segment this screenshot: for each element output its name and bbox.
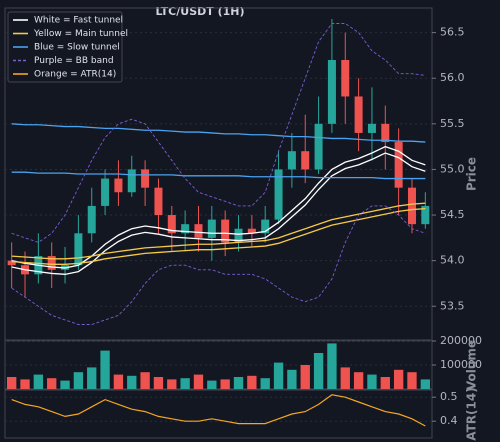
candle-body — [421, 205, 430, 225]
y-tick-label: 55.5 — [440, 117, 465, 130]
candle-body — [247, 228, 256, 234]
candle-body — [127, 169, 136, 193]
volume-bar — [193, 374, 204, 389]
candle-body — [101, 178, 110, 206]
candle-body — [141, 169, 150, 188]
y-axis-label: Price — [465, 157, 479, 191]
volume-bar — [220, 379, 230, 389]
volume-bar — [260, 378, 270, 389]
volume-bar — [127, 375, 137, 389]
volume-bar — [393, 369, 404, 389]
y-tick-label: 0.4 — [440, 414, 458, 427]
panel-frame — [4, 389, 433, 439]
candle-body — [381, 123, 390, 143]
candle-body — [301, 151, 310, 170]
indicator-line — [11, 23, 426, 243]
legend-label: White = Fast tunnel — [34, 16, 123, 26]
candle-body — [74, 233, 83, 266]
indicator-line — [11, 171, 426, 180]
candle-body — [407, 187, 416, 225]
candle-body — [114, 178, 123, 193]
candle-body — [394, 142, 403, 188]
y-tick-label: 56.0 — [440, 71, 465, 84]
candle-body — [47, 256, 56, 270]
y-axis-label: ATR(14) — [465, 387, 479, 440]
volume-bar — [407, 372, 417, 389]
indicator-line — [11, 152, 426, 275]
volume-bar — [273, 362, 284, 389]
volume-bar — [47, 378, 57, 389]
indicator-line — [11, 202, 426, 260]
volume-bar — [60, 380, 70, 389]
legend: White = Fast tunnel Yellow = Main tunnel B… — [7, 11, 128, 83]
volume-bar — [167, 379, 177, 389]
volume-bar — [7, 377, 17, 389]
volume-bar — [33, 374, 44, 389]
y-tick-label: 56.5 — [440, 26, 465, 39]
candle-body — [194, 224, 203, 238]
candle-body — [274, 169, 283, 220]
candle-body — [207, 219, 216, 238]
candle-body — [154, 187, 163, 216]
candle-body — [167, 215, 176, 234]
y-tick-label: 100000 — [440, 358, 482, 371]
y-tick-label: 0.5 — [440, 390, 458, 403]
volume-bar — [207, 380, 217, 389]
legend-box — [7, 11, 123, 83]
legend-label: Blue = Slow tunnel — [34, 43, 120, 53]
candle-body — [234, 228, 243, 243]
candle-body — [261, 219, 270, 234]
volume-bar — [113, 374, 124, 389]
volume-bar — [313, 353, 324, 389]
candle-body — [181, 224, 190, 234]
candle-body — [354, 96, 363, 133]
volume-bar — [87, 367, 97, 389]
volume-bar — [353, 372, 364, 389]
y-tick-label: 55.0 — [440, 162, 465, 175]
chart-title: LTC/USDT (1H) — [155, 5, 244, 18]
candle-body — [367, 123, 376, 133]
y-axis-label: Volume — [465, 340, 479, 390]
volume-bar — [420, 379, 430, 389]
volume-bar — [380, 377, 390, 389]
volume-bar — [153, 377, 164, 389]
candle-body — [87, 205, 96, 234]
candle-body — [7, 260, 16, 266]
candle-body — [287, 151, 296, 170]
volume-bar — [367, 374, 377, 389]
legend-label: Purple = BB band — [34, 56, 114, 66]
candle-body — [221, 219, 230, 243]
volume-bar — [287, 369, 297, 389]
volume-bar — [340, 367, 350, 389]
y-tick-label: 54.0 — [440, 254, 465, 267]
panel-frame — [4, 7, 433, 341]
legend-label: Orange = ATR(14) — [34, 70, 116, 80]
atr-line — [11, 394, 426, 427]
legend-label: Yellow = Main tunnel — [33, 29, 128, 39]
indicator-line — [11, 205, 426, 325]
y-tick-label: 200000 — [440, 334, 482, 347]
volume-bar — [100, 350, 110, 389]
candle-body — [341, 59, 350, 97]
candle-body — [314, 123, 323, 170]
volume-bar — [300, 365, 310, 389]
y-tick-label: 53.5 — [440, 299, 465, 312]
volume-bar — [327, 343, 337, 389]
indicator-line — [11, 123, 426, 143]
volume-bar — [233, 377, 244, 389]
volume-bar — [73, 372, 84, 389]
volume-bar — [180, 378, 190, 389]
y-tick-label: 54.5 — [440, 208, 465, 221]
volume-bar — [247, 375, 257, 389]
volume-bar — [20, 379, 30, 389]
volume-bar — [140, 372, 150, 389]
candle-body — [327, 59, 336, 124]
